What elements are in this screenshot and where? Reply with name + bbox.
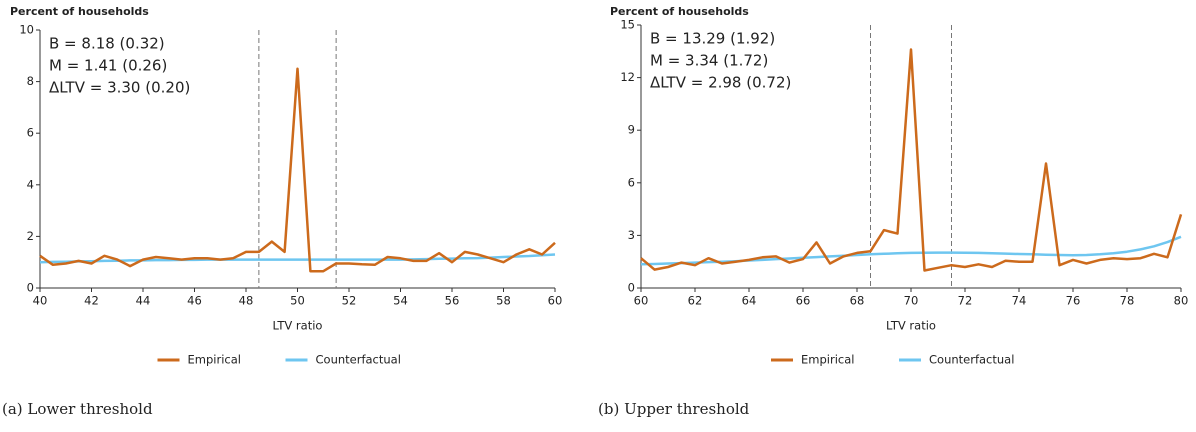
annotation: M = 1.41 (0.26)	[49, 57, 167, 75]
x-tick-label: 44	[136, 294, 151, 308]
x-tick-label: 40	[33, 294, 48, 308]
x-tick-label: 60	[548, 294, 563, 308]
caption: (a) Lower threshold	[2, 400, 153, 418]
legend-label: Counterfactual	[316, 353, 401, 367]
x-tick-label: 80	[1174, 294, 1189, 308]
y-tick-label: 15	[620, 18, 635, 32]
x-tick-label: 70	[904, 294, 919, 308]
x-tick-label: 56	[445, 294, 460, 308]
x-tick-label: 66	[796, 294, 811, 308]
x-tick-label: 64	[742, 294, 757, 308]
y-tick-label: 0	[27, 281, 34, 295]
annotation: B = 8.18 (0.32)	[49, 35, 165, 53]
y-tick-label: 6	[27, 126, 34, 140]
panel: Percent of households 0 3 6 9 12 15 60 62 64 66 68 7…	[598, 5, 1188, 418]
y-tick-label: 8	[27, 74, 34, 88]
x-tick-label: 78	[1120, 294, 1135, 308]
y-tick-label: 6	[628, 175, 635, 189]
x-tick-label: 72	[958, 294, 973, 308]
y-axis-title: Percent of households	[610, 5, 749, 18]
x-tick-label: 48	[239, 294, 254, 308]
x-tick-label: 68	[850, 294, 865, 308]
series-line	[640, 48, 1183, 272]
x-tick-label: 60	[634, 294, 649, 308]
y-axis-title: Percent of households	[10, 5, 149, 18]
x-tick-label: 76	[1066, 294, 1081, 308]
x-tick-label: 54	[393, 294, 408, 308]
annotation: ΔLTV = 3.30 (0.20)	[49, 79, 190, 97]
x-tick-label: 58	[496, 294, 511, 308]
x-axis-title: LTV ratio	[886, 319, 936, 333]
y-tick-label: 3	[628, 228, 635, 242]
y-tick-label: 4	[27, 177, 34, 191]
caption: (b) Upper threshold	[598, 400, 750, 418]
x-tick-label: 74	[1012, 294, 1027, 308]
x-tick-label: 52	[342, 294, 357, 308]
x-tick-label: 46	[187, 294, 202, 308]
x-axis-title: LTV ratio	[273, 319, 323, 333]
series-line	[39, 253, 556, 264]
legend-label: Empirical	[188, 353, 241, 367]
x-tick-label: 50	[290, 294, 305, 308]
legend-label: Counterfactual	[929, 353, 1014, 367]
annotation: B = 13.29 (1.92)	[650, 30, 775, 48]
y-tick-label: 9	[628, 123, 635, 137]
series-line	[39, 67, 556, 273]
y-tick-label: 12	[620, 70, 635, 84]
annotation: ΔLTV = 2.98 (0.72)	[650, 74, 791, 92]
y-tick-label: 2	[27, 229, 34, 243]
x-tick-label: 62	[688, 294, 703, 308]
y-tick-label: 0	[628, 281, 635, 295]
y-tick-label: 10	[19, 23, 34, 37]
legend-label: Empirical	[801, 353, 854, 367]
x-tick-label: 42	[84, 294, 99, 308]
annotation: M = 3.34 (1.72)	[650, 52, 768, 70]
